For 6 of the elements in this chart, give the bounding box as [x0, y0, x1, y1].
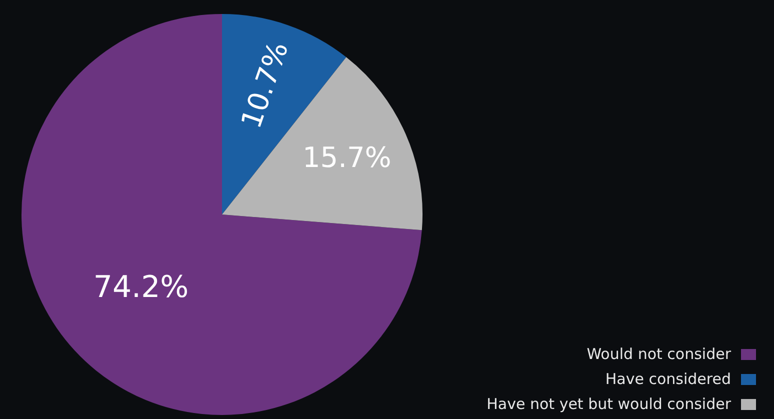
- data-label: 15.7%: [302, 141, 392, 174]
- data-label: 74.2%: [93, 270, 189, 306]
- legend-label: Would not consider: [586, 345, 731, 363]
- legend-label: Have not yet but would consider: [486, 395, 731, 413]
- data-label: 10.7%: [234, 38, 295, 132]
- legend-label: Have considered: [605, 370, 731, 388]
